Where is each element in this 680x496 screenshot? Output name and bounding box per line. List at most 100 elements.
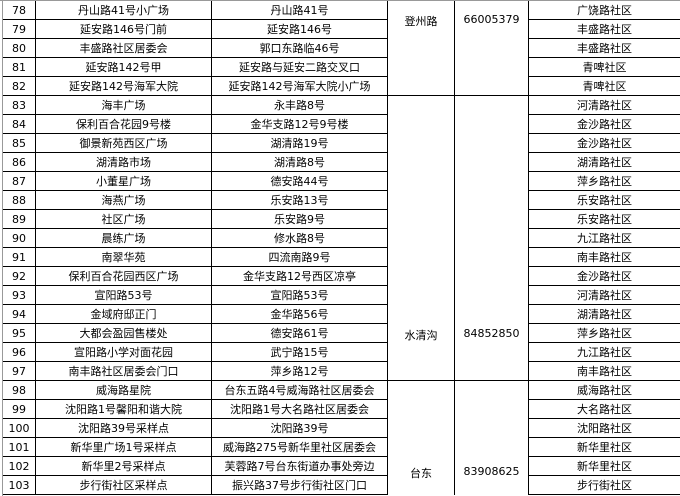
street-name: 台东 xyxy=(410,467,432,480)
site-name: 延安路146号门前 xyxy=(36,20,212,39)
row-number: 101 xyxy=(3,438,36,457)
site-address: 金华路56号 xyxy=(212,305,388,324)
site-name: 金域府邸正门 xyxy=(36,305,212,324)
site-address: 丹山路41号 xyxy=(212,1,388,20)
community-name: 九江路社区 xyxy=(529,229,680,248)
row-number: 97 xyxy=(3,362,36,381)
community-name: 乐安路社区 xyxy=(529,210,680,229)
site-name: 大都会盈园售楼处 xyxy=(36,324,212,343)
row-number: 82 xyxy=(3,77,36,96)
community-name: 沈阳路社区 xyxy=(529,419,680,438)
row-number: 95 xyxy=(3,324,36,343)
site-name: 南丰路社区居委会门口 xyxy=(36,362,212,381)
community-name: 南丰路社区 xyxy=(529,248,680,267)
site-address: 湖清路19号 xyxy=(212,134,388,153)
row-number: 85 xyxy=(3,134,36,153)
site-name: 海燕广场 xyxy=(36,191,212,210)
site-address: 湖清路8号 xyxy=(212,153,388,172)
site-name: 晨练广场 xyxy=(36,229,212,248)
hotline-phone-cell: 66005379 xyxy=(455,1,529,96)
row-number: 100 xyxy=(3,419,36,438)
community-name: 丰盛路社区 xyxy=(529,39,680,58)
row-number: 90 xyxy=(3,229,36,248)
row-number: 99 xyxy=(3,400,36,419)
site-name: 新华里广场1号采样点 xyxy=(36,438,212,457)
site-address: 乐安路13号 xyxy=(212,191,388,210)
row-number: 92 xyxy=(3,267,36,286)
row-number: 88 xyxy=(3,191,36,210)
community-name: 广饶路社区 xyxy=(529,1,680,20)
row-number: 87 xyxy=(3,172,36,191)
row-number: 84 xyxy=(3,115,36,134)
site-name: 延安路142号甲 xyxy=(36,58,212,77)
community-name: 河清路社区 xyxy=(529,96,680,115)
community-name: 湖清路社区 xyxy=(529,305,680,324)
community-name: 萍乡路社区 xyxy=(529,324,680,343)
site-address: 永丰路8号 xyxy=(212,96,388,115)
site-address: 德安路61号 xyxy=(212,324,388,343)
community-name: 乐安路社区 xyxy=(529,191,680,210)
hotline-phone: 84852850 xyxy=(463,327,520,340)
community-name: 新华里社区 xyxy=(529,438,680,457)
site-name: 丰盛路社区居委会 xyxy=(36,39,212,58)
community-name: 新华里社区 xyxy=(529,457,680,476)
row-number: 78 xyxy=(3,1,36,20)
site-name: 沈阳路39号采样点 xyxy=(36,419,212,438)
hotline-phone-cell: 83908625 xyxy=(455,381,529,495)
community-name: 河清路社区 xyxy=(529,286,680,305)
row-number: 102 xyxy=(3,457,36,476)
community-name: 金沙路社区 xyxy=(529,134,680,153)
site-name: 沈阳路1号馨阳和谐大院 xyxy=(36,400,212,419)
hotline-phone: 66005379 xyxy=(463,13,520,26)
community-name: 大名路社区 xyxy=(529,400,680,419)
site-address: 延安路146号 xyxy=(212,20,388,39)
street-name: 水清沟 xyxy=(404,329,438,342)
site-name: 海丰广场 xyxy=(36,96,212,115)
site-address: 修水路8号 xyxy=(212,229,388,248)
site-address: 振兴路37号步行街社区门口 xyxy=(212,476,388,495)
row-number: 83 xyxy=(3,96,36,115)
site-address: 金华支路12号9号楼 xyxy=(212,115,388,134)
site-address: 台东五路4号威海路社区居委会 xyxy=(212,381,388,400)
site-address: 威海路275号新华里社区居委会 xyxy=(212,438,388,457)
site-name: 新华里2号采样点 xyxy=(36,457,212,476)
site-address: 乐安路9号 xyxy=(212,210,388,229)
table-left-border xyxy=(2,0,3,496)
site-address: 郭口东路临46号 xyxy=(212,39,388,58)
site-address: 武宁路15号 xyxy=(212,343,388,362)
street-name-cell: 台东 xyxy=(388,381,455,495)
site-name: 南翠华苑 xyxy=(36,248,212,267)
row-number: 91 xyxy=(3,248,36,267)
community-name: 青啤社区 xyxy=(529,77,680,96)
community-name: 九江路社区 xyxy=(529,343,680,362)
site-address: 德安路44号 xyxy=(212,172,388,191)
row-number: 103 xyxy=(3,476,36,495)
site-name: 延安路142号海军大院 xyxy=(36,77,212,96)
site-name: 御景新苑西区广场 xyxy=(36,134,212,153)
table-top-border xyxy=(0,0,680,1)
row-number: 96 xyxy=(3,343,36,362)
row-number: 89 xyxy=(3,210,36,229)
site-address: 萍乡路12号 xyxy=(212,362,388,381)
site-name: 湖清路市场 xyxy=(36,153,212,172)
community-name: 青啤社区 xyxy=(529,58,680,77)
site-address: 宣阳路53号 xyxy=(212,286,388,305)
site-name: 保利百合花园西区广场 xyxy=(36,267,212,286)
site-name: 保利百合花园9号楼 xyxy=(36,115,212,134)
street-name: 登州路 xyxy=(404,15,438,28)
site-name: 丹山路41号小广场 xyxy=(36,1,212,20)
community-name: 南丰路社区 xyxy=(529,362,680,381)
row-number: 80 xyxy=(3,39,36,58)
site-name: 宣阳路小学对面花园 xyxy=(36,343,212,362)
site-address: 芙蓉路7号台东街道办事处旁边 xyxy=(212,457,388,476)
community-name: 金沙路社区 xyxy=(529,267,680,286)
community-name: 丰盛路社区 xyxy=(529,20,680,39)
site-address: 金华支路12号西区凉亭 xyxy=(212,267,388,286)
community-name: 萍乡路社区 xyxy=(529,172,680,191)
site-address: 延安路与延安二路交叉口 xyxy=(212,58,388,77)
site-name: 宣阳路53号 xyxy=(36,286,212,305)
site-name: 小董星广场 xyxy=(36,172,212,191)
site-name: 威海路星院 xyxy=(36,381,212,400)
hotline-phone-cell: 84852850 xyxy=(455,96,529,381)
